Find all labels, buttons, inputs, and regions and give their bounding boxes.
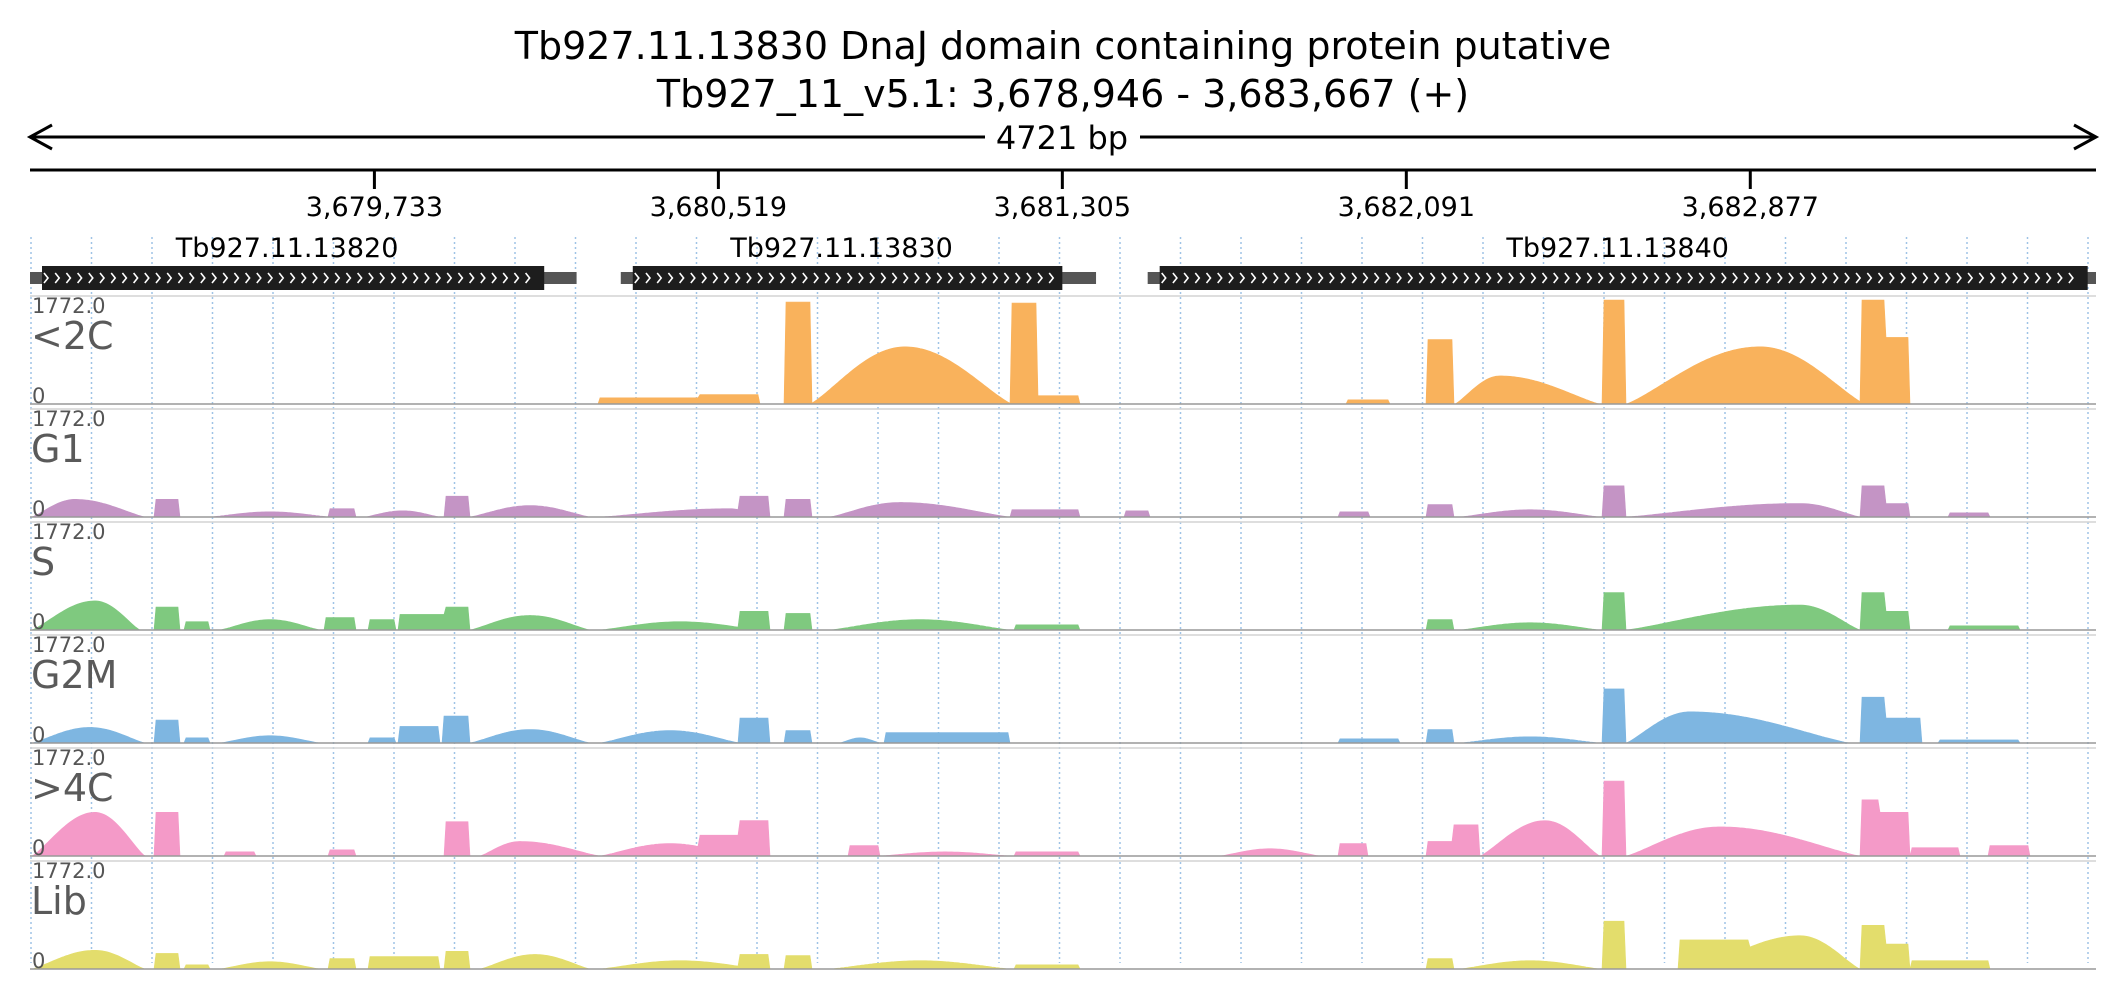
y-max-label: 1772.0 bbox=[32, 520, 105, 544]
y-min-label: 0 bbox=[32, 836, 45, 860]
gene: Tb927.11.13830 bbox=[620, 233, 1097, 290]
y-min-label: 0 bbox=[32, 610, 45, 634]
track-name: >4C bbox=[31, 766, 114, 810]
gene-label: Tb927.11.13820 bbox=[175, 233, 399, 264]
gene-cds bbox=[1159, 266, 2088, 290]
gene-label: Tb927.11.13840 bbox=[1505, 233, 1729, 264]
y-max-label: 1772.0 bbox=[32, 859, 105, 883]
gene-cds bbox=[42, 266, 545, 290]
gene-strand-arrows bbox=[634, 272, 1055, 284]
scale-bar: 4721 bp bbox=[26, 119, 2100, 157]
track-name: G1 bbox=[31, 427, 85, 471]
y-min-label: 0 bbox=[32, 723, 45, 747]
coverage-area bbox=[30, 299, 2096, 405]
figure-title: Tb927.11.13830 DnaJ domain containing pr… bbox=[514, 24, 1612, 68]
coverage-tracks: 1772.00<2C1772.00G11772.00S1772.00G2M177… bbox=[30, 294, 2096, 973]
gene-track: Tb927.11.13820 Tb927.11.13830 Tb927.11.138… bbox=[30, 233, 2096, 290]
gene-cds bbox=[632, 266, 1063, 290]
scale-arrow-left bbox=[26, 123, 53, 151]
coverage-area bbox=[30, 920, 2096, 970]
track-5: 1772.0 0 Lib bbox=[30, 859, 2096, 973]
gene-label: Tb927.11.13830 bbox=[729, 233, 953, 264]
track-name: S bbox=[31, 540, 55, 584]
gene-strand-arrows bbox=[43, 272, 531, 284]
track-0: 1772.0 0 <2C bbox=[30, 294, 2096, 408]
axis-tick-label: 3,682,091 bbox=[1338, 192, 1475, 223]
scale-length-label: 4721 bp bbox=[996, 119, 1128, 157]
track-name: Lib bbox=[31, 879, 87, 923]
figure-subtitle: Tb927_11_v5.1: 3,678,946 - 3,683,667 (+) bbox=[656, 72, 1470, 116]
track-1: 1772.0 0 G1 bbox=[30, 407, 2096, 521]
axis-tick-label: 3,680,519 bbox=[650, 192, 787, 223]
gene: Tb927.11.13840 bbox=[1147, 233, 2096, 290]
y-max-label: 1772.0 bbox=[32, 633, 105, 657]
scale-arrow-right bbox=[2073, 123, 2100, 151]
track-name: <2C bbox=[31, 314, 114, 358]
y-min-label: 0 bbox=[32, 497, 45, 521]
axis-tick-label: 3,682,877 bbox=[1682, 192, 1819, 223]
track-2: 1772.0 0 S bbox=[30, 520, 2096, 634]
coordinate-axis: 3,679,733 3,680,519 3,681,305 3,682,091 3,68… bbox=[30, 168, 2096, 223]
gene: Tb927.11.13820 bbox=[30, 233, 577, 290]
y-max-label: 1772.0 bbox=[32, 746, 105, 770]
track-4: 1772.0 0 >4C bbox=[30, 746, 2096, 860]
axis-tick-label: 3,681,305 bbox=[994, 192, 1131, 223]
track-3: 1772.0 0 G2M bbox=[30, 633, 2096, 747]
y-max-label: 1772.0 bbox=[32, 294, 105, 318]
coverage-area bbox=[30, 592, 2096, 631]
track-name: G2M bbox=[31, 653, 117, 697]
axis-tick-label: 3,679,733 bbox=[306, 192, 443, 223]
y-max-label: 1772.0 bbox=[32, 407, 105, 431]
y-min-label: 0 bbox=[32, 384, 45, 408]
y-min-label: 0 bbox=[32, 949, 45, 973]
coverage-area bbox=[30, 485, 2096, 518]
gene-strand-arrows bbox=[1161, 272, 2074, 284]
